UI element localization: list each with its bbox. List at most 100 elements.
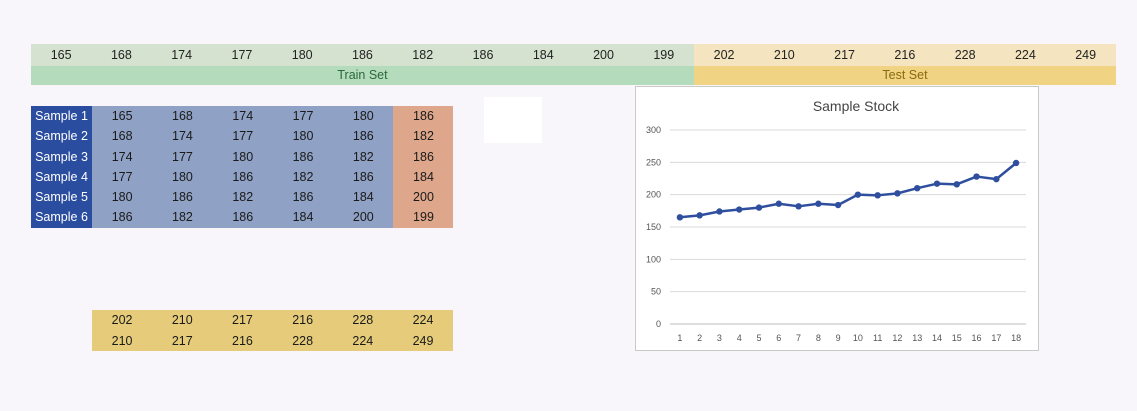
test-row: 210 217 216 228 224 249 [92, 331, 453, 352]
sample-label: Sample 3 [31, 146, 92, 167]
test-value-cell: 202 [111, 313, 133, 327]
train-set-band: Train Set [31, 66, 694, 85]
series-value-cell: 177 [211, 44, 273, 66]
test-row: 202 210 217 216 228 224 [92, 310, 453, 331]
sample-row: Sample 1 165 168 174 177 180 186 [31, 106, 454, 127]
sample-label: Sample 2 [31, 126, 92, 147]
series-value-cell: 180 [272, 44, 333, 66]
x-tick-label: 9 [836, 333, 841, 343]
sample-input-cell: 186 [212, 207, 273, 228]
sample-input-cell: 177 [92, 166, 153, 188]
series-value-cell: 202 [693, 44, 755, 66]
data-point [676, 214, 684, 221]
x-tick-label: 4 [737, 333, 742, 343]
series-value-cell: 217 [814, 44, 875, 66]
data-point [854, 191, 862, 198]
series-value-cell: 199 [633, 44, 694, 66]
x-tick-label: 16 [972, 333, 982, 343]
sample-input-cell: 174 [152, 126, 213, 147]
y-tick-label: 250 [646, 157, 661, 167]
x-tick-label: 15 [952, 333, 962, 343]
sample-row: Sample 2 168 174 177 180 186 182 [31, 126, 454, 147]
sample-input-cell: 180 [272, 126, 334, 147]
data-point [973, 173, 980, 180]
y-tick-label: 0 [656, 319, 661, 329]
test-value-cell: 216 [232, 333, 253, 348]
sample-target-cell: 184 [393, 166, 454, 188]
x-tick-label: 7 [796, 333, 801, 343]
x-tick-label: 14 [932, 333, 942, 343]
series-value-cell: 200 [573, 44, 634, 66]
data-point [914, 185, 921, 192]
x-tick-label: 3 [717, 333, 722, 343]
sample-input-cell: 182 [333, 146, 394, 167]
sample-input-cell: 168 [152, 106, 213, 127]
data-point [755, 204, 763, 211]
sample-row: Sample 3 174 177 180 186 182 186 [31, 146, 454, 167]
sample-input-cell: 177 [152, 146, 213, 167]
sample-input-cell: 165 [92, 106, 153, 127]
split-band-row: Train Set Test Set [31, 66, 1116, 85]
test-set-band: Test Set [694, 66, 1116, 85]
x-tick-label: 8 [816, 333, 821, 343]
data-point [993, 175, 1000, 183]
sample-input-cell: 186 [212, 166, 273, 188]
series-value-cell: 174 [151, 44, 212, 66]
sample-target-cell: 200 [393, 187, 454, 208]
x-tick-label: 11 [873, 333, 882, 343]
series-value-cell: 165 [31, 44, 92, 66]
y-tick-label: 100 [646, 254, 661, 264]
sample-label: Sample 5 [31, 187, 92, 208]
x-tick-label: 6 [776, 333, 781, 343]
data-point [953, 181, 960, 188]
series-value-cell: 186 [452, 44, 514, 66]
sample-row: Sample 4 177 180 186 182 186 184 [31, 166, 454, 188]
sample-input-cell: 186 [272, 187, 334, 208]
y-tick-label: 150 [646, 222, 661, 232]
data-point [736, 206, 743, 213]
series-value-cell: 249 [1055, 44, 1116, 66]
sample-input-cell: 182 [272, 166, 334, 188]
sample-input-cell: 177 [272, 106, 334, 127]
sample-label: Sample 1 [31, 106, 92, 127]
test-value-cell: 224 [352, 333, 374, 348]
sample-input-cell: 168 [92, 126, 153, 147]
data-point [933, 180, 941, 187]
series-line [679, 162, 1017, 219]
x-tick-label: 1 [677, 333, 682, 343]
data-point [696, 212, 703, 219]
sample-stock-chart: Sample Stock 0 50 100 150 200 250 300 1 2 3 4 5 6 7 8 9 1… [635, 86, 1039, 351]
data-point [874, 192, 881, 199]
sample-target-cell: 186 [393, 146, 454, 167]
series-value-cell: 182 [392, 44, 453, 66]
sample-input-cell: 186 [272, 146, 334, 167]
test-value-cell: 210 [111, 333, 133, 348]
chart-title: Sample Stock [813, 98, 900, 114]
sample-label: Sample 4 [31, 166, 92, 188]
test-value-cell: 249 [412, 333, 434, 348]
sample-target-cell: 199 [393, 207, 454, 228]
x-tick-label: 13 [912, 333, 922, 343]
data-point [775, 200, 782, 207]
data-point [834, 201, 842, 209]
sample-target-cell: 186 [393, 106, 454, 127]
series-value-cell: 216 [874, 44, 935, 66]
test-value-cell: 224 [412, 313, 434, 327]
series-value-cell: 228 [934, 44, 996, 66]
data-point [815, 200, 822, 207]
sample-input-cell: 180 [333, 106, 394, 127]
series-value-cell: 184 [513, 44, 574, 66]
x-tick-label: 10 [853, 333, 863, 343]
sample-input-cell: 200 [333, 207, 394, 228]
x-tick-label: 18 [1011, 333, 1021, 343]
sample-input-cell: 182 [212, 187, 273, 208]
sample-label: Sample 6 [31, 207, 92, 228]
series-value-cell: 168 [91, 44, 152, 66]
sample-input-cell: 182 [152, 207, 213, 228]
training-samples-table: Sample 1 165 168 174 177 180 186 Sample 2 168 174… [31, 106, 454, 228]
sample-input-cell: 174 [92, 146, 153, 167]
sample-target-cell: 182 [393, 126, 454, 147]
test-value-cell: 216 [292, 313, 314, 327]
x-tick-label: 12 [892, 333, 902, 343]
sample-input-cell: 180 [92, 187, 153, 208]
